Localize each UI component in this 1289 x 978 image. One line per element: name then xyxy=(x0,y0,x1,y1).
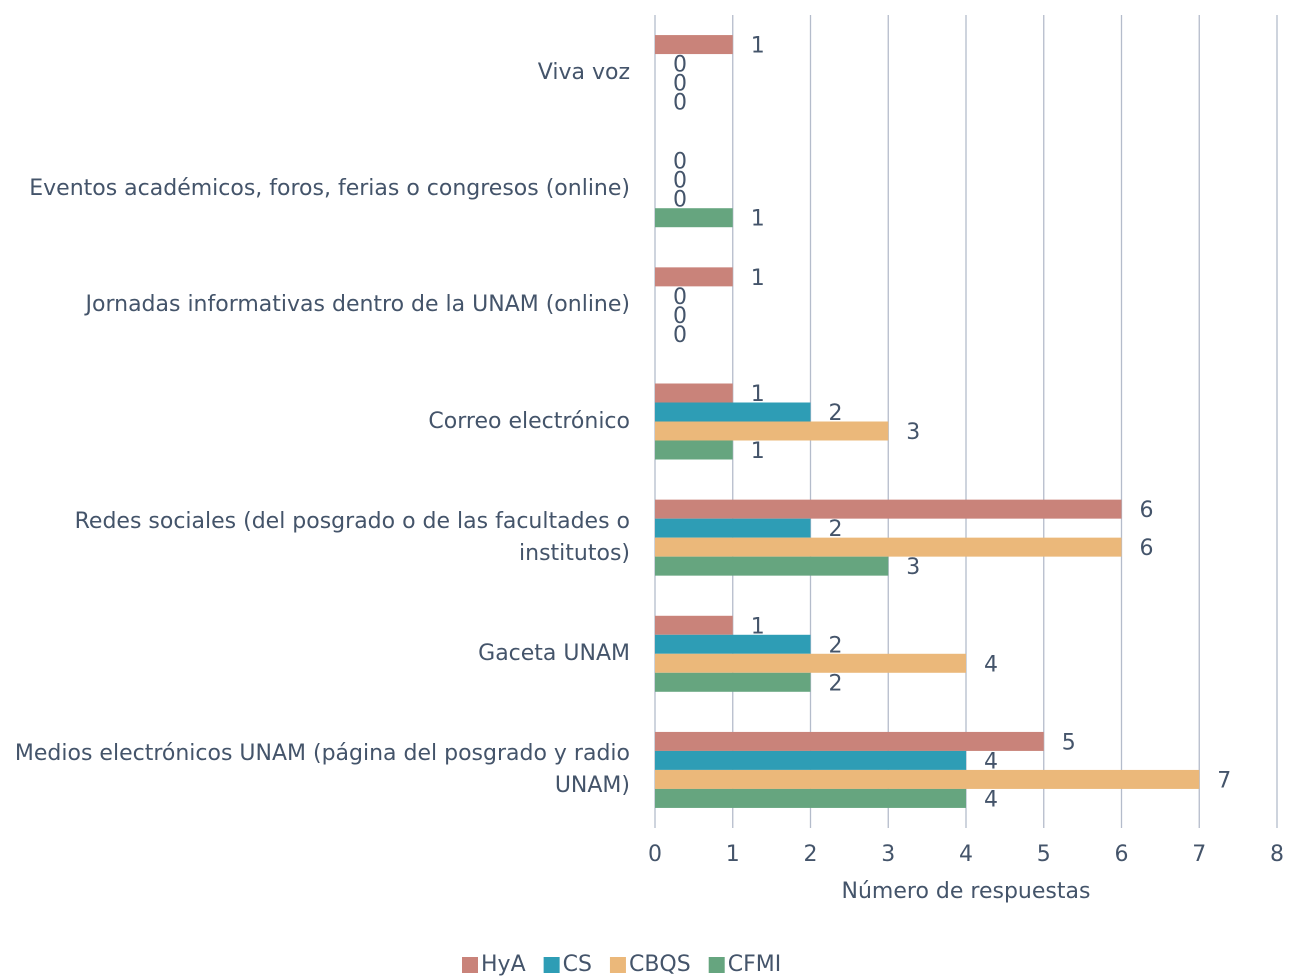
category-label: Medios electrónicos UNAM (página del pos… xyxy=(14,740,630,798)
data-label: 0 xyxy=(673,304,687,329)
x-tick-label: 7 xyxy=(1192,842,1206,867)
bar xyxy=(655,267,733,287)
x-tick-label: 3 xyxy=(881,842,895,867)
data-label: 2 xyxy=(829,401,843,426)
data-label: 1 xyxy=(751,34,765,59)
x-tick-label: 0 xyxy=(648,842,662,867)
bar xyxy=(655,499,1122,519)
legend-swatch xyxy=(609,957,626,973)
category-label: Viva voz xyxy=(537,60,630,86)
x-axis-title: Número de respuestas xyxy=(842,879,1091,904)
x-tick-label: 6 xyxy=(1115,842,1129,867)
data-label: 4 xyxy=(984,749,998,774)
bar xyxy=(655,634,811,654)
category-label: Correo electrónico xyxy=(428,408,630,434)
bar xyxy=(655,421,889,441)
data-label: 0 xyxy=(673,150,687,175)
x-tick-label: 1 xyxy=(726,842,740,867)
bar xyxy=(655,653,966,673)
bar xyxy=(655,615,733,635)
data-label: 0 xyxy=(673,72,687,97)
data-label: 2 xyxy=(829,633,843,658)
bar xyxy=(655,672,811,692)
category-label: Redes sociales (del posgrado o de las fa… xyxy=(74,508,630,566)
legend-label: CFMI xyxy=(728,952,782,977)
legend-label: CS xyxy=(563,952,592,977)
bar xyxy=(655,208,733,228)
x-tick-label: 4 xyxy=(959,842,973,867)
legend-label: HyA xyxy=(481,952,526,977)
data-label: 1 xyxy=(751,266,765,291)
data-label: 0 xyxy=(673,188,687,213)
data-label: 0 xyxy=(673,285,687,310)
bar xyxy=(655,440,733,460)
data-label: 2 xyxy=(829,671,843,696)
data-label: 1 xyxy=(751,207,765,232)
bar xyxy=(655,731,1044,751)
bar xyxy=(655,769,1200,789)
data-label: 4 xyxy=(984,787,998,812)
data-label: 5 xyxy=(1062,730,1076,755)
data-label: 0 xyxy=(673,53,687,78)
x-tick-label: 5 xyxy=(1037,842,1051,867)
data-label: 4 xyxy=(984,652,998,677)
x-tick-label: 2 xyxy=(804,842,818,867)
legend-swatch xyxy=(543,957,560,973)
bar xyxy=(655,788,966,808)
bar xyxy=(655,750,966,770)
data-label: 0 xyxy=(673,91,687,116)
category-label: Eventos académicos, foros, ferias o cong… xyxy=(29,176,630,202)
data-label: 1 xyxy=(751,614,765,639)
bar xyxy=(655,383,733,403)
bar xyxy=(655,537,1122,557)
bar xyxy=(655,402,811,422)
data-label: 6 xyxy=(1140,498,1154,523)
legend-swatch xyxy=(462,957,478,973)
data-label: 3 xyxy=(906,555,920,580)
data-label: 0 xyxy=(673,323,687,348)
bar xyxy=(655,35,733,55)
category-label: Jornadas informativas dentro de la UNAM … xyxy=(85,292,630,318)
x-tick-label: 8 xyxy=(1270,842,1284,867)
data-label: 3 xyxy=(906,420,920,445)
bar xyxy=(655,518,811,538)
data-label: 1 xyxy=(751,439,765,464)
legend-label: CBQS xyxy=(629,952,691,977)
data-label: 7 xyxy=(1217,768,1231,793)
data-label: 6 xyxy=(1140,536,1154,561)
data-label: 2 xyxy=(829,517,843,542)
data-label: 0 xyxy=(673,169,687,194)
legend-swatch xyxy=(708,957,725,973)
category-label: Gaceta UNAM xyxy=(478,640,630,666)
bar xyxy=(655,556,889,576)
data-label: 1 xyxy=(751,382,765,407)
